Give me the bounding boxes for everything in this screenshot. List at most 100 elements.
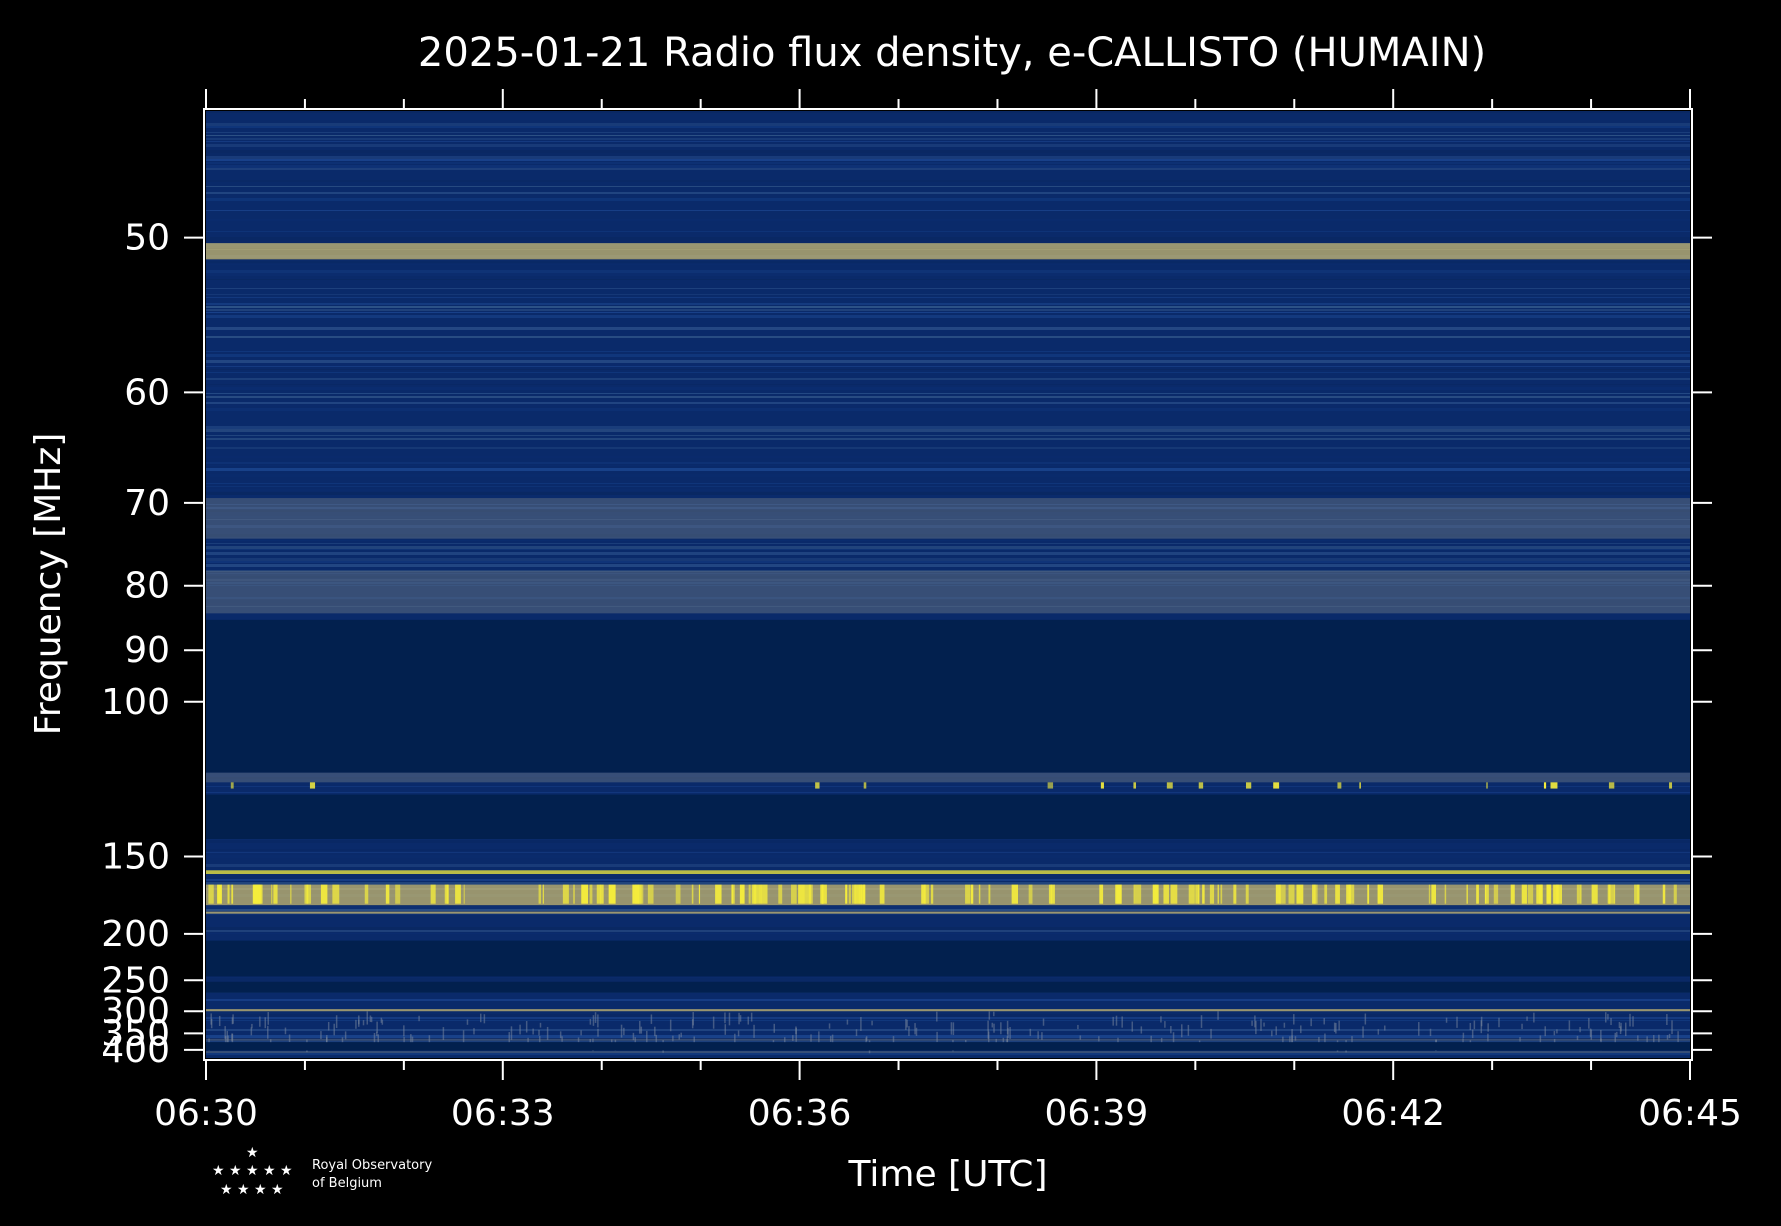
burst-mark [304,884,312,904]
noise-mark [369,1015,372,1022]
noise-mark [831,1034,834,1046]
burst-mark [1133,884,1135,904]
noise-mark [1469,1022,1472,1031]
texture-row [206,1038,1690,1040]
burst-mark [1669,782,1673,789]
texture-row [206,510,1690,512]
noise-mark [344,1031,347,1040]
noise-mark [418,1015,420,1022]
burst-mark [965,884,971,904]
noise-mark [1275,1026,1277,1036]
burst-mark [855,884,861,904]
emission-band [206,870,1690,875]
texture-row [206,303,1690,305]
burst-mark [1324,884,1328,904]
texture-row [206,882,1690,885]
noise-mark [1526,1016,1528,1021]
texture-row [206,384,1690,385]
noise-mark [320,1031,322,1039]
x-axis-label: Time [UTC] [847,1154,1047,1195]
noise-mark [381,1019,384,1025]
emission-band [206,772,1690,783]
texture-row [206,132,1690,133]
noise-mark [1576,1035,1579,1041]
noise-mark [1533,1012,1535,1023]
texture-row [206,237,1690,240]
noise-mark [597,1028,599,1037]
burst-mark [430,884,436,904]
noise-mark [784,1037,786,1044]
texture-row [206,111,1690,113]
burst-mark [852,884,855,904]
texture-row [206,774,1690,777]
texture-row [206,906,1690,909]
noise-mark [724,1024,727,1035]
burst-mark [1335,884,1340,904]
burst-mark [647,884,654,904]
texture-row [206,198,1690,201]
svg-text:★: ★ [229,1163,242,1179]
texture-row [206,1056,1690,1058]
noise-mark [210,1013,212,1025]
noise-mark [1619,1026,1622,1035]
burst-mark [231,884,234,904]
data-gap [206,619,1690,773]
burst-mark [320,884,328,904]
spectrogram-plot [206,111,1690,1058]
noise-mark [1362,1026,1364,1038]
burst-mark [542,884,544,904]
data-gap [206,794,1690,840]
noise-mark [1456,1016,1458,1028]
noise-mark [1318,1036,1320,1047]
noise-mark [1289,1036,1291,1047]
noise-mark [479,1013,482,1023]
burst-mark [1170,884,1178,904]
svg-text:★: ★ [280,1163,293,1179]
noise-mark [1260,1018,1262,1031]
burst-mark [1134,884,1142,904]
burst-mark [638,884,644,904]
texture-row [206,279,1690,280]
texture-row [206,336,1690,338]
noise-mark [680,1032,682,1038]
noise-mark [1006,1039,1008,1046]
burst-mark [804,884,810,904]
noise-mark [428,1035,431,1048]
noise-mark [597,1014,599,1028]
noise-mark [1002,1037,1005,1047]
burst-mark [733,884,735,904]
burst-mark [455,884,461,904]
noise-mark [1037,1031,1039,1039]
noise-mark [906,1019,908,1028]
burst-mark [1476,884,1479,904]
texture-row [206,1053,1690,1055]
noise-mark [908,1026,910,1036]
burst-mark [924,884,929,904]
noise-mark [1462,1032,1465,1038]
noise-mark [366,1011,369,1025]
texture-row [206,270,1690,273]
svg-text:★: ★ [246,1163,259,1179]
texture-row [206,537,1690,538]
x-axis: 06:30 06:33 06:36 06:39 06:42 06:45 [154,89,1742,1134]
y-tick-label: 400 [101,1030,170,1071]
burst-mark [1337,782,1342,789]
burst-mark [858,884,863,904]
burst-mark [1048,884,1052,904]
burst-mark [1288,884,1295,904]
emission-band [206,243,1690,260]
texture-row [206,873,1690,876]
y-axis-label: Frequency [MHz] [28,433,69,736]
noise-mark [1217,1011,1219,1020]
noise-mark [1255,1020,1257,1035]
burst-mark [1296,884,1304,904]
burst-mark [1166,782,1173,789]
texture-row [206,570,1690,572]
noise-mark [284,1027,287,1035]
noise-mark [1077,1024,1079,1030]
texture-row [206,294,1690,295]
texture-row [206,264,1690,265]
noise-mark [267,1025,269,1039]
emission-band [206,911,1690,914]
burst-mark [809,884,813,904]
